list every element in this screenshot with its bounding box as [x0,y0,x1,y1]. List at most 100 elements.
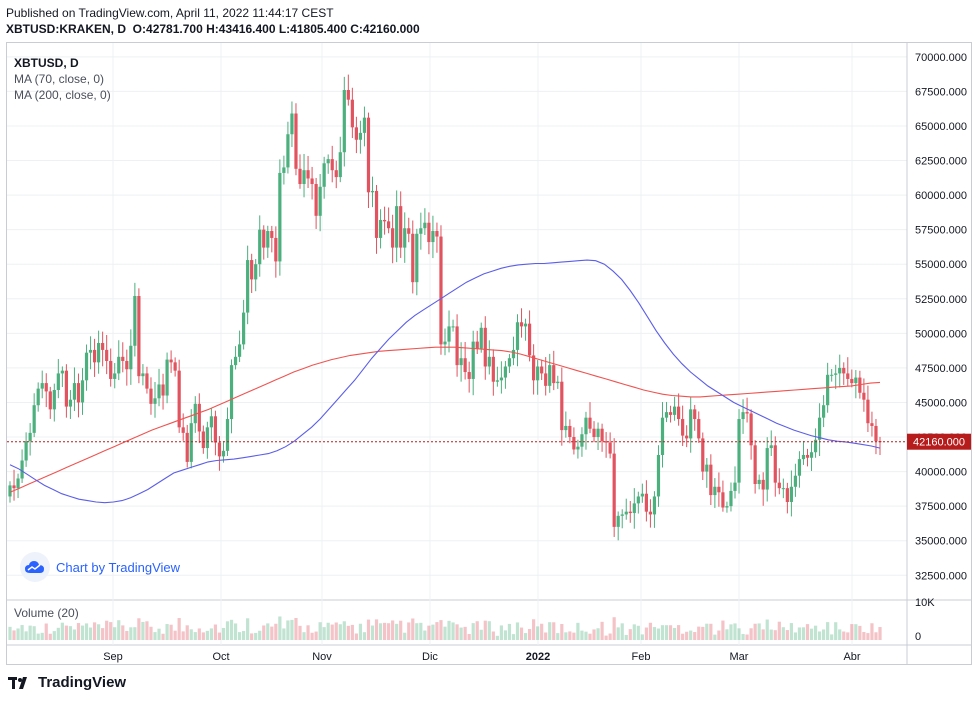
volume-bar [773,630,777,640]
candle-body [721,492,725,508]
y-tick-label: 52500.000 [915,294,967,306]
volume-bar [717,630,721,640]
volume-bar [725,629,729,640]
volume-bar [217,632,222,640]
candle-body [757,479,761,485]
volume-bar [399,620,403,640]
volume-bar [834,622,838,640]
volume-bar [705,623,709,640]
candle-body [302,170,306,185]
candle-body [838,367,842,374]
watermark[interactable]: Chart by TradingView [20,552,180,582]
candle-body [254,264,258,280]
legend-ma200: MA (200, close, 0) [14,88,111,102]
volume-bar [677,625,681,640]
volume-bar [527,629,532,640]
candle-body [556,381,560,384]
y-tick-label: 37500.000 [915,501,967,513]
candle-body [362,117,367,133]
volume-bar [229,619,234,640]
volume-bar [471,623,475,640]
candle-body [741,412,745,420]
volume-bar [588,633,592,640]
candle-body [411,233,415,283]
candle-body [725,506,729,508]
candle-body [278,172,282,262]
brand-text: TradingView [38,674,127,691]
volume-bar [455,624,459,640]
candle-body [193,403,197,424]
volume-bar [805,624,810,640]
volume-bar [314,631,318,640]
candle-body [52,390,56,410]
candle-body [459,358,463,366]
volume-bar [552,622,556,640]
volume-bar [793,632,798,640]
candle-body [338,152,342,178]
volume-bar [753,623,757,640]
volume-bar [165,624,169,640]
candle-body [693,409,697,420]
open-value: 42781.700 [146,22,203,36]
volume-bar [294,617,298,640]
volume-bar [378,623,383,640]
volume-bar [842,631,846,640]
candle-body [443,341,447,345]
y-tick-label: 62500.000 [915,156,967,168]
x-tick-label: Dic [422,651,438,663]
volume-bar [427,625,431,640]
volume-bar [511,634,516,640]
volume-bar [16,628,20,640]
candle-body [761,479,765,490]
volume-bar [435,622,439,640]
brand-footer[interactable]: TradingView [8,674,126,691]
volume-bar [487,621,491,640]
candle-body [793,475,798,487]
volume-bar [660,625,665,640]
volume-bar [769,629,773,640]
candle-body [40,383,44,389]
volume-bar [640,634,644,640]
volume-bar [737,628,741,640]
volume-bar [709,623,713,640]
chart-frame[interactable] [6,42,972,665]
candle-body [753,445,757,485]
candle-body [233,356,238,366]
volume-bar [596,628,600,640]
volume-bar [24,631,28,640]
published-line: Published on TradingView.com, April 11, … [6,6,334,20]
candle-body [28,432,32,442]
volume-bar [137,618,141,640]
candle-body [523,323,528,327]
volume-bar [76,623,81,640]
volume-bar [515,622,520,640]
volume-bar [254,632,258,640]
candle-body [656,454,661,497]
volume-bar [64,625,68,640]
volume-bar [250,633,254,640]
volume-bar [101,628,105,640]
candle-body [842,367,846,374]
candle-body [169,359,173,363]
last-price-label: 42160.000 [913,437,965,449]
candle-body [237,344,242,357]
volume-bar [813,625,818,640]
volume-bar [181,631,185,640]
candle-body [451,326,455,328]
volume-bar [672,627,677,640]
volume-bar [765,619,769,640]
candle-body [213,416,218,443]
candle-body [298,168,302,185]
candle-body [532,355,536,381]
volume-bar [817,631,822,640]
candle-body [785,488,789,502]
volume-bar [757,623,761,640]
volume-bar [302,632,306,640]
volume-bar [346,625,350,640]
candle-body [101,343,105,350]
candle-body [733,482,737,491]
volume-bar [809,628,814,640]
volume-bar [60,622,64,640]
candle-body [20,460,24,479]
